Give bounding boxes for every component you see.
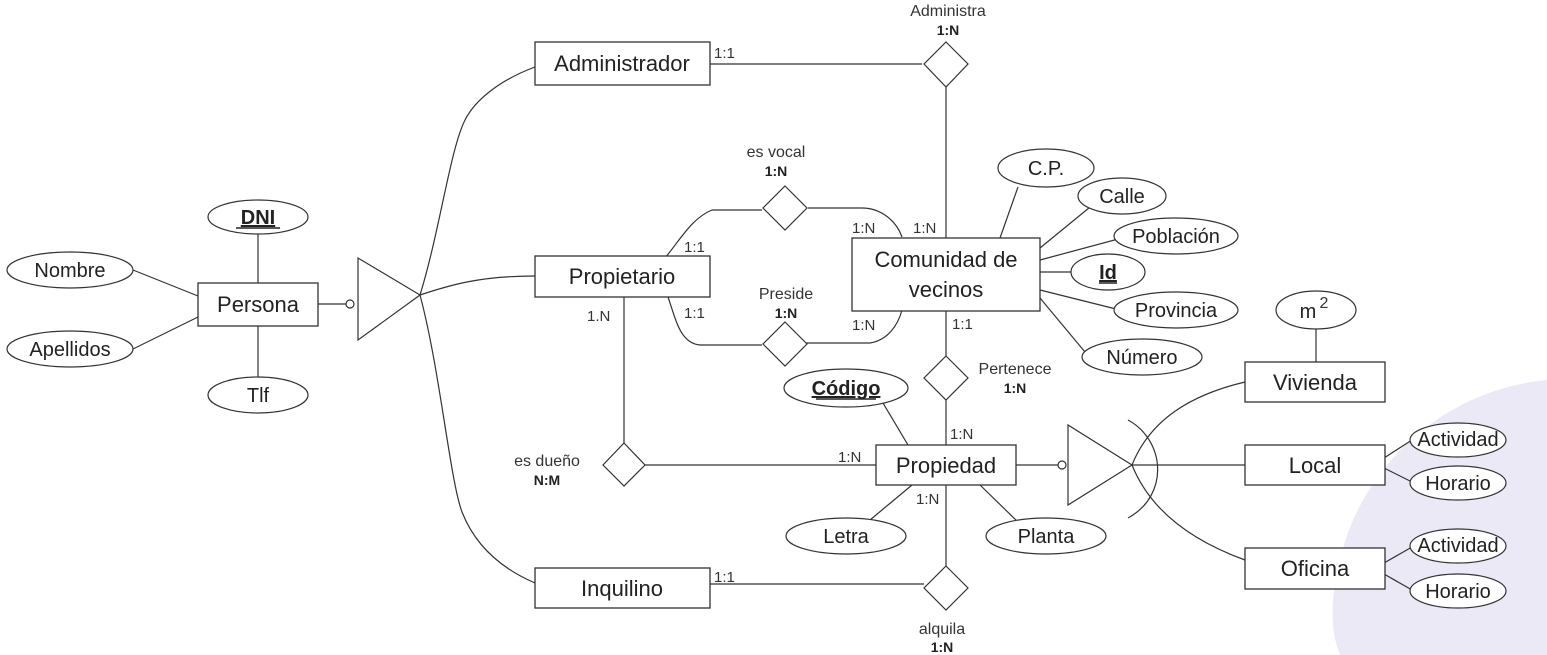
cardinality: 1:N — [852, 317, 875, 334]
relationship-label: Administra — [910, 3, 986, 20]
relationship-cardinality: 1:N — [931, 639, 954, 655]
attribute-calle[interactable]: Calle — [1077, 177, 1167, 215]
relationship-alquila[interactable]: alquila 1:N — [919, 565, 969, 655]
cardinality: 1.N — [587, 308, 610, 325]
entity-label: Propietario — [569, 264, 675, 289]
relationship-administra[interactable]: Administra 1:N — [910, 3, 986, 88]
participation-circle — [1057, 460, 1067, 470]
attribute-label: Nombre — [34, 260, 105, 282]
specialization-triangle-propiedad — [1067, 423, 1134, 507]
attribute-label: Población — [1132, 226, 1220, 248]
attribute-codigo[interactable]: Código — [783, 368, 909, 408]
relationship-pertenece[interactable]: Pertenece 1:N — [923, 355, 1052, 401]
relationship-cardinality: 1:N — [765, 163, 788, 179]
cardinality: 1:N — [913, 220, 936, 237]
attribute-label: C.P. — [1028, 158, 1064, 180]
attribute-label: Horario — [1425, 581, 1491, 603]
relationship-cardinality: 1:N — [937, 22, 960, 38]
participation-circle — [345, 299, 355, 309]
attribute-m2[interactable]: m 2 — [1275, 290, 1357, 330]
relationship-label: Pertenece — [979, 361, 1052, 378]
attribute-label: Código — [812, 378, 881, 400]
entity-label: Local — [1289, 453, 1342, 478]
attribute-local-actividad[interactable]: Actividad — [1409, 422, 1507, 458]
entity-oficina[interactable]: Oficina — [1244, 547, 1386, 590]
attribute-poblacion[interactable]: Población — [1113, 217, 1239, 255]
cardinality: 1:N — [916, 491, 939, 508]
entity-label: Vivienda — [1273, 370, 1358, 395]
attribute-provincia[interactable]: Provincia — [1113, 291, 1239, 329]
entity-label: Persona — [217, 292, 300, 317]
relationship-label: es vocal — [747, 144, 806, 161]
cardinality: 1:N — [838, 449, 861, 466]
specialization-triangle-persona — [357, 256, 422, 342]
disjoint-arc — [1127, 419, 1159, 519]
attribute-planta[interactable]: Planta — [985, 517, 1107, 555]
attribute-label: Provincia — [1135, 300, 1218, 322]
attribute-label: Número — [1106, 347, 1177, 369]
attribute-superscript: 2 — [1320, 295, 1329, 312]
entity-persona[interactable]: Persona — [197, 282, 319, 327]
entity-label-line2: vecinos — [909, 277, 984, 302]
cardinality: 1:1 — [714, 569, 735, 586]
attribute-tlf[interactable]: Tlf — [207, 376, 309, 414]
attribute-label: Planta — [1018, 526, 1076, 548]
cardinality: 1:N — [950, 426, 973, 443]
attribute-numero[interactable]: Número — [1081, 338, 1203, 376]
entity-administrador[interactable]: Administrador — [534, 41, 711, 86]
cardinality: 1:1 — [684, 239, 705, 256]
attribute-nombre[interactable]: Nombre — [6, 251, 134, 289]
cardinality: 1:1 — [952, 316, 973, 333]
entity-label: Inquilino — [581, 576, 663, 601]
entity-local[interactable]: Local — [1244, 444, 1386, 486]
relationship-es-vocal[interactable]: es vocal 1:N — [747, 144, 808, 231]
attribute-label: Actividad — [1417, 429, 1498, 451]
attribute-cp[interactable]: C.P. — [997, 148, 1095, 188]
cardinality: 1:N — [852, 220, 875, 237]
cardinality: 1:1 — [684, 305, 705, 322]
attribute-label: Calle — [1099, 186, 1145, 208]
attribute-apellidos[interactable]: Apellidos — [6, 330, 134, 368]
entity-propiedad[interactable]: Propiedad — [875, 444, 1017, 486]
entity-propietario[interactable]: Propietario — [534, 255, 711, 298]
attribute-label: DNI — [241, 207, 275, 229]
entity-comunidad-de-vecinos[interactable]: Comunidad de vecinos — [851, 237, 1041, 312]
entity-label-line1: Comunidad de — [874, 247, 1017, 272]
attribute-label: Id — [1099, 262, 1117, 284]
relationship-label: Preside — [759, 286, 813, 303]
attribute-letra[interactable]: Letra — [785, 517, 907, 555]
relationship-label: alquila — [919, 621, 965, 638]
entity-inquilino[interactable]: Inquilino — [534, 567, 711, 609]
entity-label: Propiedad — [896, 453, 996, 478]
relationship-es-dueno[interactable]: es dueño N:M — [514, 442, 646, 488]
attribute-label: Horario — [1425, 473, 1491, 495]
cardinality: 1:1 — [714, 45, 735, 62]
attribute-dni[interactable]: DNI — [207, 199, 309, 235]
relationship-preside[interactable]: Preside 1:N — [759, 286, 813, 367]
attribute-label: Tlf — [247, 385, 270, 407]
entity-label: Administrador — [554, 51, 690, 76]
relationship-cardinality: 1:N — [1004, 380, 1027, 396]
attribute-label: Actividad — [1417, 535, 1498, 557]
watermark-logo — [1332, 380, 1547, 655]
attribute-id[interactable]: Id — [1070, 253, 1146, 291]
relationship-label: es dueño — [514, 453, 580, 470]
relationship-cardinality: 1:N — [775, 305, 798, 321]
attribute-label: m — [1300, 301, 1317, 323]
attribute-oficina-actividad[interactable]: Actividad — [1409, 528, 1507, 564]
connector-lines — [132, 63, 1413, 591]
attribute-label: Letra — [823, 526, 869, 548]
attribute-oficina-horario[interactable]: Horario — [1409, 573, 1507, 609]
attribute-label: Apellidos — [29, 339, 110, 361]
cardinality-labels: 1:1 1:1 1:N 1:N 1:1 1:N 1.N 1:1 1:N 1:N … — [587, 45, 973, 586]
relationship-cardinality: N:M — [534, 472, 560, 488]
entity-vivienda[interactable]: Vivienda — [1244, 361, 1386, 403]
entity-label: Oficina — [1281, 556, 1350, 581]
attribute-local-horario[interactable]: Horario — [1409, 465, 1507, 501]
